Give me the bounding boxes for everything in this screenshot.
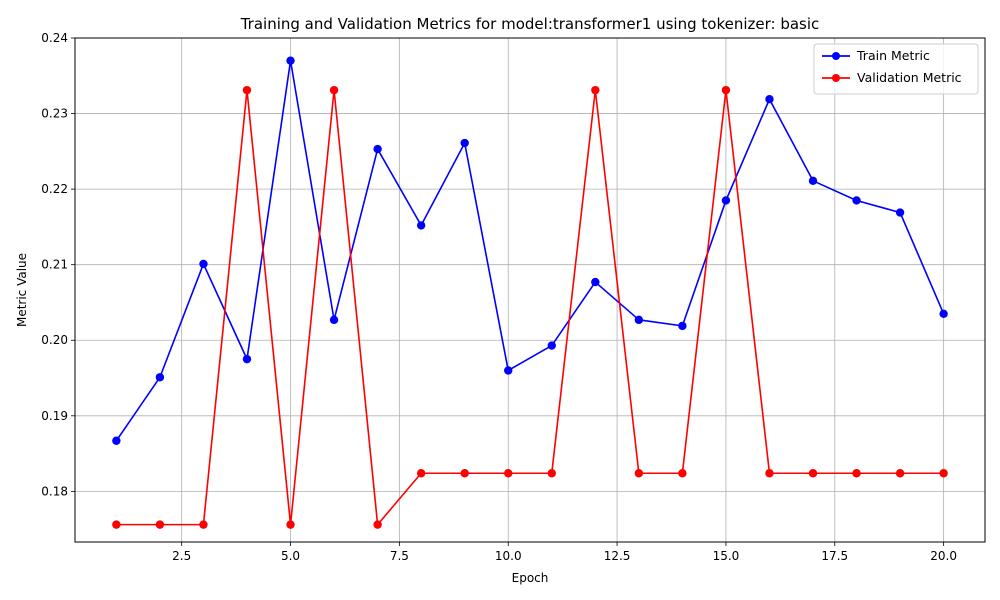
validation-data-point <box>242 85 252 95</box>
validation-data-point <box>765 469 774 478</box>
train-data-point <box>765 95 774 104</box>
legend-validation-label: Validation Metric <box>857 70 962 85</box>
train-data-point <box>416 221 426 230</box>
validation-data-point <box>112 520 121 529</box>
x-tick-label: 12.5 <box>604 549 631 563</box>
x-tick-label: 17.5 <box>821 549 848 563</box>
validation-data-point <box>199 520 208 529</box>
x-tick-label: 20.0 <box>930 549 957 563</box>
validation-data-point <box>678 469 687 478</box>
x-axis-ticks: 2.5 5.0 7.5 10.0 12.5 15.0 17.5 20.0 <box>172 542 957 563</box>
validation-data-point <box>460 469 469 478</box>
series-layer <box>112 56 948 529</box>
train-data-point <box>286 56 295 65</box>
train-data-point <box>939 309 948 319</box>
y-tick-label: 0.21 <box>41 258 68 272</box>
validation-series-line <box>116 90 944 527</box>
train-data-point <box>678 321 687 331</box>
x-tick-label: 15.0 <box>713 549 740 563</box>
train-data-point <box>373 144 382 154</box>
validation-data-point <box>721 85 731 95</box>
y-tick-label: 0.20 <box>41 333 68 347</box>
train-data-point <box>460 138 469 148</box>
validation-data-point <box>634 469 644 478</box>
y-tick-label: 0.18 <box>41 484 68 498</box>
validation-data-point <box>939 469 948 478</box>
validation-data-point <box>504 469 513 478</box>
y-axis-label: Metric Value <box>15 253 29 327</box>
x-tick-label: 7.5 <box>390 549 409 563</box>
x-tick-label: 5.0 <box>281 549 300 563</box>
validation-data-point <box>591 85 600 95</box>
train-data-point <box>242 354 252 364</box>
validation-data-point <box>852 469 861 478</box>
train-data-point <box>199 259 208 269</box>
train-data-point <box>721 196 731 205</box>
train-data-point <box>155 373 165 382</box>
validation-data-point <box>416 469 426 478</box>
train-data-point <box>808 176 818 186</box>
chart-title: Training and Validation Metrics for mode… <box>240 15 820 33</box>
train-data-point <box>895 208 905 217</box>
validation-data-point <box>155 520 165 529</box>
legend-box <box>813 43 979 95</box>
train-data-point <box>329 315 339 325</box>
y-axis-ticks: 0.18 0.19 0.20 0.21 0.22 0.23 0.24 <box>41 31 75 498</box>
y-tick-label: 0.24 <box>41 31 68 45</box>
train-series-line <box>115 60 945 442</box>
x-axis-label: Epoch <box>512 571 549 585</box>
validation-data-point <box>547 469 556 478</box>
validation-data-point <box>286 520 295 529</box>
legend: Train Metric Validation Metric <box>813 43 979 95</box>
train-data-point <box>591 277 600 287</box>
x-tick-label: 10.0 <box>495 549 522 563</box>
validation-data-point <box>895 469 905 478</box>
legend-train-label: Train Metric <box>856 48 930 63</box>
plot-area-frame <box>74 37 986 543</box>
validation-data-point <box>808 469 818 478</box>
y-tick-label: 0.22 <box>41 182 68 196</box>
y-tick-label: 0.19 <box>41 409 68 423</box>
y-tick-label: 0.23 <box>41 107 68 121</box>
train-data-point <box>547 341 556 350</box>
train-data-point <box>504 366 513 375</box>
legend-validation-marker <box>832 74 840 82</box>
validation-data-point <box>329 85 339 95</box>
legend-train-marker <box>832 52 840 60</box>
train-data-point <box>634 315 644 325</box>
validation-data-point <box>373 520 382 529</box>
train-data-point <box>852 196 861 205</box>
train-data-point <box>112 436 121 445</box>
x-tick-label: 2.5 <box>172 549 191 563</box>
